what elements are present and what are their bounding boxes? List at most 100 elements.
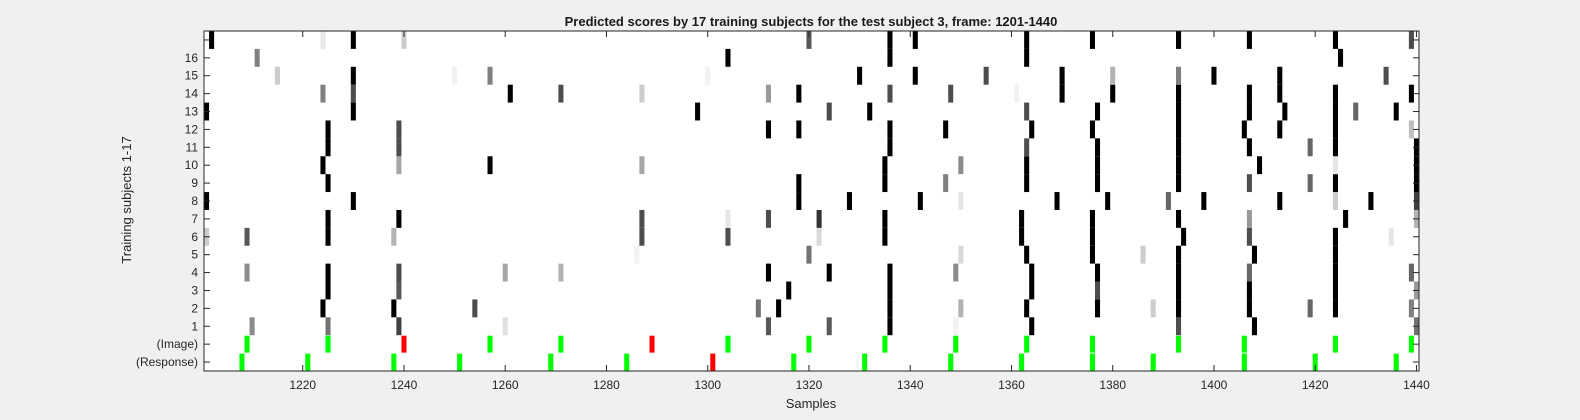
score-cell (487, 156, 493, 175)
score-cell (1181, 227, 1187, 246)
score-cell (401, 31, 407, 49)
score-cell (1095, 281, 1101, 300)
score-cell (1059, 66, 1065, 85)
score-cell (826, 263, 832, 282)
score-cell (1353, 102, 1359, 121)
score-cell (796, 174, 802, 193)
score-cell (882, 227, 888, 246)
score-cell (1282, 102, 1288, 121)
image-event-cell (1332, 335, 1338, 353)
score-cell (882, 174, 888, 193)
score-cell (1277, 84, 1283, 103)
score-cell (1246, 227, 1252, 246)
score-cell (1332, 281, 1338, 300)
score-cell (639, 156, 645, 175)
response-event-cell (1393, 353, 1399, 371)
score-cell (882, 156, 888, 175)
score-cell (452, 66, 458, 85)
score-cell (1383, 66, 1389, 85)
response-event-cell (1312, 353, 1318, 371)
score-cell (1332, 245, 1338, 264)
image-event-cell (953, 335, 959, 353)
x-tick-label: 1360 (998, 378, 1025, 392)
y-tick-label: 8 (191, 194, 198, 208)
score-cell (396, 156, 402, 175)
score-cell (826, 317, 832, 336)
score-cell (887, 281, 893, 300)
score-cell (912, 31, 918, 49)
score-cell (1024, 245, 1030, 264)
response-event-cell (239, 353, 245, 371)
score-cell (634, 245, 640, 264)
score-cell (1277, 120, 1283, 139)
score-cell (507, 84, 513, 103)
image-event-cell (487, 335, 493, 353)
response-event-cell (1241, 353, 1247, 371)
score-cell (1089, 245, 1095, 264)
score-cell (1176, 245, 1182, 264)
score-cell (1029, 120, 1035, 139)
score-cell (786, 281, 792, 300)
score-cell (1332, 156, 1338, 175)
x-axis: 1220 1240 1260 1280 1300 1320 1340 1360 1380 1400… (289, 31, 1430, 392)
score-cell (806, 245, 812, 264)
score-cell (725, 48, 731, 67)
score-cell (325, 281, 331, 300)
y-tick-label: 11 (186, 140, 199, 154)
x-tick-label: 1420 (1302, 378, 1329, 392)
y-tick-label: 3 (191, 283, 198, 297)
x-tick-label: 1440 (1403, 378, 1430, 392)
score-cell (1024, 48, 1030, 67)
score-cell (325, 120, 331, 139)
response-event-cell (710, 353, 716, 371)
score-cell (983, 66, 989, 85)
y-tick-label: 13 (185, 105, 199, 119)
score-cell (244, 227, 250, 246)
score-cell (912, 66, 918, 85)
score-cell (887, 48, 893, 67)
score-cell (958, 245, 964, 264)
score-cell (806, 31, 812, 49)
image-event-cell (244, 335, 250, 353)
score-cell (958, 192, 964, 210)
score-cell (1176, 120, 1182, 139)
response-event-cell (1019, 353, 1025, 371)
image-event-cell (325, 335, 331, 353)
score-cell (1019, 209, 1025, 228)
score-cell (320, 299, 326, 318)
image-event-cell (806, 335, 812, 353)
image-event-cell (1176, 335, 1182, 353)
x-tick-label: 1380 (1099, 378, 1126, 392)
x-axis-label: Samples (786, 396, 837, 411)
score-cell (249, 317, 255, 336)
score-cell (1176, 31, 1182, 49)
score-cell (695, 102, 701, 121)
score-cell (1024, 174, 1030, 193)
score-cell (765, 84, 771, 103)
score-cell (1332, 31, 1338, 49)
y-tick-label: 4 (191, 266, 198, 280)
y-tick-label: 15 (185, 69, 199, 83)
score-cell (639, 227, 645, 246)
score-cell (1332, 263, 1338, 282)
score-cell (1307, 138, 1313, 157)
score-cell (1408, 84, 1414, 103)
score-cell (1024, 138, 1030, 157)
image-event-cell (558, 335, 564, 353)
score-cell (1176, 317, 1182, 336)
score-cell (1019, 227, 1025, 246)
score-cell (1024, 102, 1030, 121)
score-cell (350, 66, 356, 85)
score-cell (826, 102, 832, 121)
score-cell (325, 227, 331, 246)
score-cell (887, 31, 893, 49)
score-cell (1176, 84, 1182, 103)
response-event-cell (457, 353, 463, 371)
score-cell (1332, 227, 1338, 246)
score-cell (209, 31, 215, 49)
score-cell (1059, 84, 1065, 103)
score-cell (1257, 156, 1263, 175)
score-cell (846, 192, 852, 210)
score-cell (1176, 209, 1182, 228)
score-cell (1241, 120, 1247, 139)
